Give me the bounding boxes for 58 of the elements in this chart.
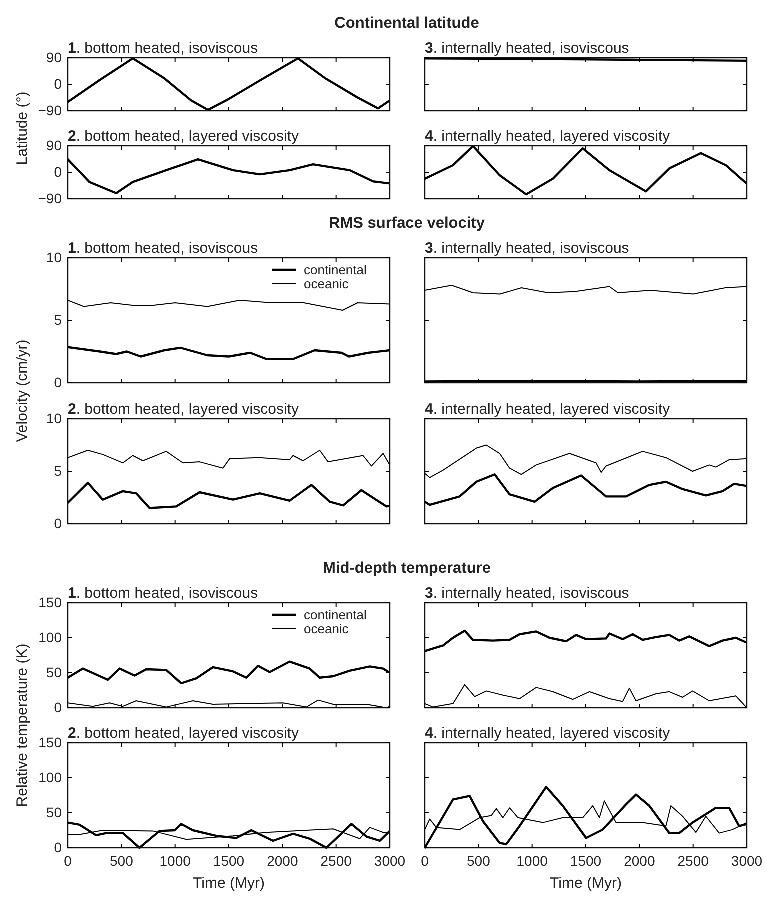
- x-tick-label: 2000: [267, 852, 298, 869]
- chart-subtitle: 2. bottom heated, layered viscosity: [68, 401, 300, 418]
- y-tick-label: 5: [54, 312, 62, 328]
- chart-subtitle: 3. internally heated, isoviscous: [425, 240, 630, 257]
- chart-subtitle: 1. bottom heated, isoviscous: [68, 585, 258, 602]
- x-tick-label: 3000: [731, 852, 763, 869]
- x-tick-label: 1500: [213, 852, 245, 869]
- x-tick-label: 500: [110, 852, 134, 869]
- chart-subtitle: 3. internally heated, isoviscous: [425, 585, 630, 602]
- x-tick-label: 2500: [320, 852, 352, 869]
- x-tick-label: 3000: [374, 852, 406, 869]
- y-tick-label: 150: [38, 594, 62, 610]
- y-tick-label: 0: [54, 839, 62, 856]
- y-tick-label: 0: [54, 699, 62, 716]
- chart-title: RMS surface velocity: [329, 215, 486, 232]
- legend-label: continental: [304, 262, 367, 278]
- chart-subtitle: 1. bottom heated, isoviscous: [68, 40, 258, 57]
- y-tick-label: 50: [46, 804, 62, 820]
- x-tick-label: 2000: [624, 852, 656, 869]
- chart-title: Continental latitude: [334, 15, 480, 32]
- y-tick-label: 90: [46, 49, 62, 66]
- chart-subtitle: 4. internally heated, layered viscosity: [425, 128, 671, 145]
- y-tick-label: −90: [38, 190, 62, 206]
- y-tick-label: 100: [38, 629, 62, 646]
- y-tick-label: 0: [54, 76, 62, 92]
- y-tick-label: 50: [46, 664, 62, 680]
- x-tick-label: 2500: [678, 852, 710, 869]
- x-tick-label: 0: [64, 852, 72, 869]
- chart-subtitle: 4. internally heated, layered viscosity: [425, 401, 671, 418]
- y-axis-title: Latitude (°): [14, 92, 31, 166]
- x-tick-label: 1500: [570, 852, 602, 869]
- y-tick-label: 10: [46, 249, 62, 266]
- y-tick-label: 100: [38, 769, 62, 786]
- y-tick-label: 0: [54, 374, 62, 390]
- y-tick-label: −90: [38, 102, 62, 118]
- legend-label: oceanic: [304, 276, 350, 292]
- chart-subtitle: 1. bottom heated, isoviscous: [68, 240, 258, 257]
- chart-subtitle: 3. internally heated, isoviscous: [425, 40, 630, 57]
- y-tick-label: 10: [46, 410, 62, 426]
- y-axis-title: Relative temperature (K): [14, 644, 31, 808]
- y-tick-label: 90: [46, 137, 62, 154]
- x-tick-label: 0: [421, 852, 430, 869]
- y-tick-label: 150: [38, 734, 62, 750]
- chart-subtitle: 2. bottom heated, layered viscosity: [68, 128, 300, 145]
- x-tick-label: 500: [466, 852, 491, 869]
- x-tick-label: 1000: [516, 852, 548, 869]
- x-axis-title: Time (Myr): [193, 875, 265, 892]
- chart-subtitle: 2. bottom heated, layered viscosity: [68, 725, 300, 742]
- legend-label: continental: [304, 608, 367, 622]
- chart-title: Mid-depth temperature: [323, 560, 492, 577]
- x-axis-title: Time (Myr): [550, 875, 622, 892]
- y-tick-label: 5: [54, 462, 62, 479]
- chart-subtitle: 4. internally heated, layered viscosity: [425, 725, 671, 742]
- y-tick-label: 0: [54, 515, 62, 532]
- y-tick-label: 0: [54, 164, 62, 180]
- x-tick-label: 1000: [160, 852, 192, 869]
- legend-label: oceanic: [304, 622, 350, 636]
- y-axis-title: Velocity (cm/yr): [14, 340, 31, 442]
